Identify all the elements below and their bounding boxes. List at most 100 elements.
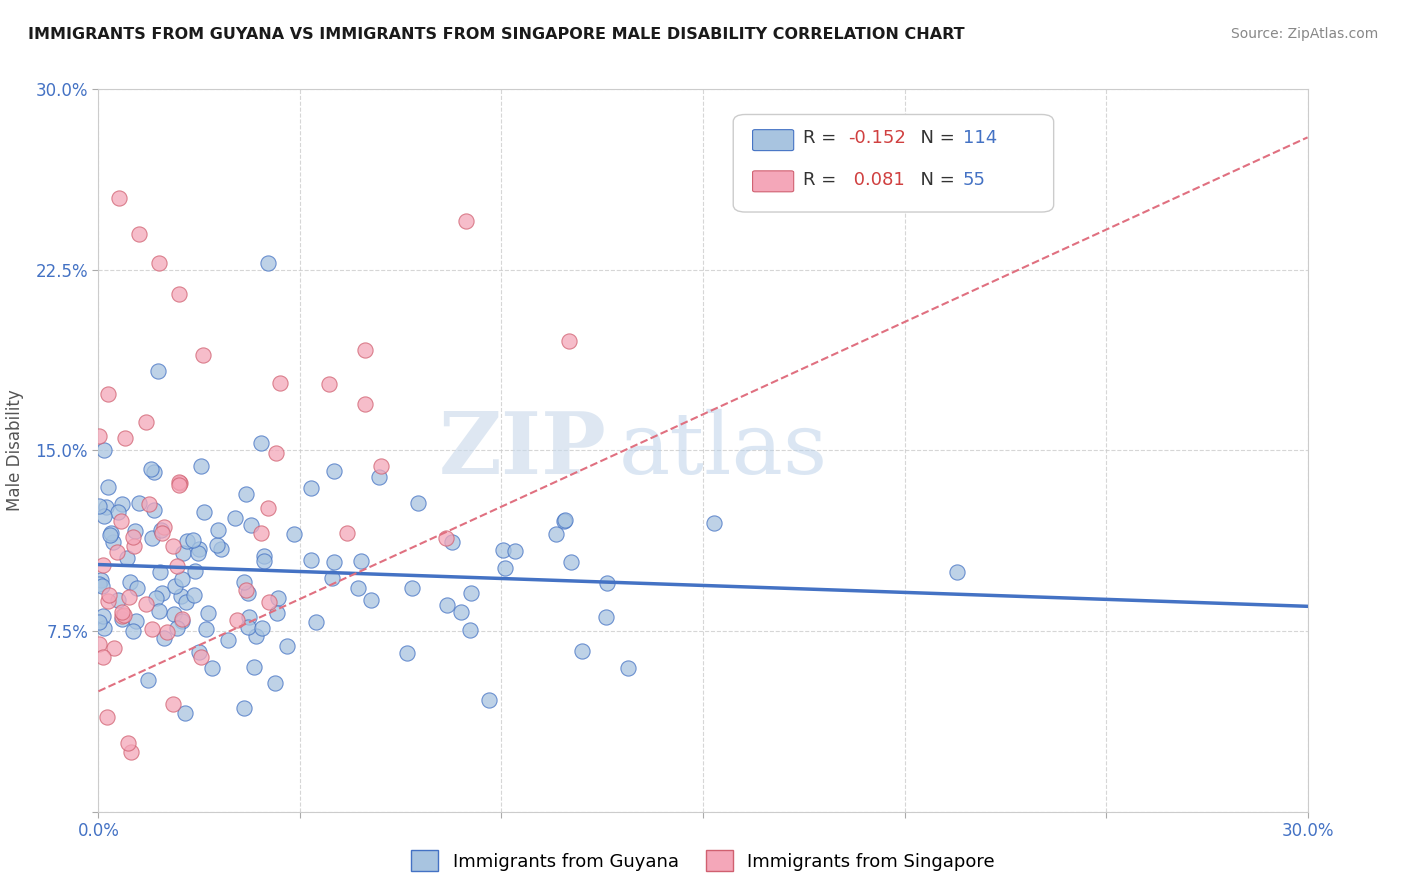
Point <box>96 710 118 724</box>
Point <box>128 227 150 241</box>
Point <box>243 660 266 674</box>
Point <box>166 621 188 635</box>
Point <box>150 526 173 541</box>
Point <box>322 464 344 478</box>
Point <box>122 539 145 553</box>
Point <box>253 554 276 568</box>
Point <box>174 595 197 609</box>
Point <box>162 539 184 553</box>
Point <box>354 397 377 411</box>
Point <box>163 607 186 622</box>
Point <box>97 588 120 602</box>
Point <box>205 538 228 552</box>
Point <box>115 550 138 565</box>
Point <box>122 530 145 544</box>
Point <box>142 465 165 479</box>
Point <box>176 533 198 548</box>
Point <box>197 606 219 620</box>
Point <box>93 508 115 523</box>
Point <box>103 640 125 655</box>
Point <box>233 574 256 589</box>
Point <box>143 503 166 517</box>
Point <box>112 607 135 622</box>
Point <box>169 475 191 490</box>
Point <box>266 607 288 621</box>
Point <box>553 514 575 528</box>
Point <box>233 701 256 715</box>
Point <box>156 625 179 640</box>
Point <box>235 487 257 501</box>
Point <box>571 644 593 658</box>
Point <box>136 673 159 687</box>
Point <box>406 496 429 510</box>
Point <box>239 517 262 532</box>
Point <box>153 631 176 645</box>
Point <box>368 470 391 484</box>
Point <box>169 476 191 491</box>
Point <box>96 500 118 515</box>
Point <box>450 605 472 619</box>
Point <box>188 542 211 557</box>
Point <box>263 675 285 690</box>
Point <box>93 443 115 458</box>
Point <box>148 364 170 378</box>
Legend: Immigrants from Guyana, Immigrants from Singapore: Immigrants from Guyana, Immigrants from … <box>404 843 1002 879</box>
Point <box>139 462 162 476</box>
Point <box>172 614 194 628</box>
Point <box>89 499 111 513</box>
Point <box>256 500 278 515</box>
Point <box>125 581 148 595</box>
Point <box>111 606 134 620</box>
Text: atlas: atlas <box>619 409 828 492</box>
Point <box>162 697 184 711</box>
Y-axis label: Male Disability: Male Disability <box>6 390 24 511</box>
Text: N =: N = <box>908 128 960 146</box>
Point <box>595 610 617 624</box>
Point <box>97 387 120 401</box>
Point <box>318 377 340 392</box>
Point <box>172 612 194 626</box>
Point <box>503 543 526 558</box>
Point <box>703 516 725 530</box>
Point <box>187 545 209 559</box>
Point <box>190 650 212 665</box>
Point <box>167 478 190 492</box>
Point <box>87 615 110 629</box>
Point <box>107 592 129 607</box>
Text: ZIP: ZIP <box>439 409 606 492</box>
Text: R =: R = <box>803 128 842 146</box>
Point <box>87 429 110 443</box>
Point <box>478 693 501 707</box>
Point <box>238 610 260 624</box>
Point <box>105 545 128 559</box>
Point <box>117 736 139 750</box>
Point <box>149 565 172 579</box>
Point <box>253 549 276 564</box>
Point <box>91 650 114 665</box>
Point <box>360 593 382 607</box>
Text: R =: R = <box>803 170 842 188</box>
Point <box>90 573 112 587</box>
Point <box>336 526 359 541</box>
Point <box>97 594 120 608</box>
Point <box>125 614 148 628</box>
Point <box>167 286 190 301</box>
Point <box>107 505 129 519</box>
Point <box>118 575 141 590</box>
Point <box>546 527 568 541</box>
Point <box>110 515 132 529</box>
Point <box>145 591 167 606</box>
Point <box>434 531 457 545</box>
Point <box>558 334 581 348</box>
Point <box>617 661 640 675</box>
Point <box>370 458 392 473</box>
Point <box>225 613 247 627</box>
Text: IMMIGRANTS FROM GUYANA VS IMMIGRANTS FROM SINGAPORE MALE DISABILITY CORRELATION : IMMIGRANTS FROM GUYANA VS IMMIGRANTS FRO… <box>28 27 965 42</box>
Point <box>304 615 326 630</box>
Point <box>458 623 481 637</box>
Point <box>111 497 134 511</box>
Point <box>396 647 419 661</box>
Point <box>440 535 463 549</box>
Point <box>141 622 163 636</box>
Point <box>181 533 204 547</box>
